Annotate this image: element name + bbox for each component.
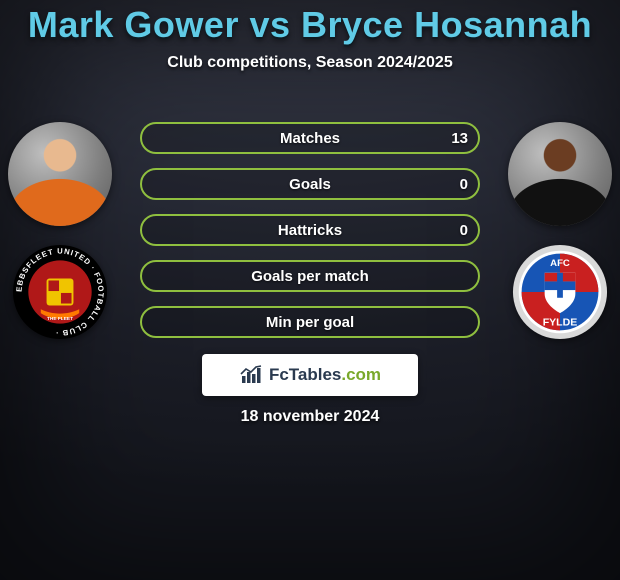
ebbsfleet-badge-icon: EBBSFLEET UNITED · FOOTBALL CLUB · THE F…	[12, 244, 108, 340]
bar-chart-icon	[239, 364, 263, 386]
stats-list: Matches 13 Goals 0 Hattricks 0 Goals per…	[140, 122, 480, 338]
stat-label: Hattricks	[278, 222, 342, 239]
page-title: Mark Gower vs Bryce Hosannah	[0, 0, 620, 46]
left-column: EBBSFLEET UNITED · FOOTBALL CLUB · THE F…	[8, 122, 112, 340]
subtitle: Club competitions, Season 2024/2025	[0, 54, 620, 72]
stat-right-value: 0	[460, 222, 468, 239]
brand-domain: .com	[341, 365, 381, 384]
player-left-avatar	[8, 122, 112, 226]
brand-name: FcTables	[269, 365, 341, 384]
club-left-badge: EBBSFLEET UNITED · FOOTBALL CLUB · THE F…	[12, 244, 108, 340]
date-text: 18 november 2024	[0, 408, 620, 426]
stat-label: Goals per match	[251, 268, 369, 285]
club-right-badge: AFC FYLDE	[512, 244, 608, 340]
svg-text:THE FLEET: THE FLEET	[47, 316, 73, 322]
stat-right-value: 13	[451, 130, 468, 147]
stat-label: Matches	[280, 130, 340, 147]
club-right-label-top: AFC	[550, 258, 570, 269]
stat-row-gpm: Goals per match	[140, 260, 480, 292]
club-right-label-bottom: FYLDE	[543, 317, 578, 329]
stat-row-mpg: Min per goal	[140, 306, 480, 338]
stat-row-hattricks: Hattricks 0	[140, 214, 480, 246]
stat-label: Goals	[289, 176, 331, 193]
stat-right-value: 0	[460, 176, 468, 193]
player-left-silhouette	[8, 122, 112, 226]
player-right-silhouette	[508, 122, 612, 226]
stat-row-matches: Matches 13	[140, 122, 480, 154]
right-column: AFC FYLDE	[508, 122, 612, 340]
player-right-avatar	[508, 122, 612, 226]
stat-row-goals: Goals 0	[140, 168, 480, 200]
afc-fylde-badge-icon: AFC FYLDE	[512, 244, 608, 340]
brand-box[interactable]: FcTables.com	[202, 354, 418, 396]
stat-label: Min per goal	[266, 314, 354, 331]
brand-text: FcTables.com	[269, 365, 381, 385]
